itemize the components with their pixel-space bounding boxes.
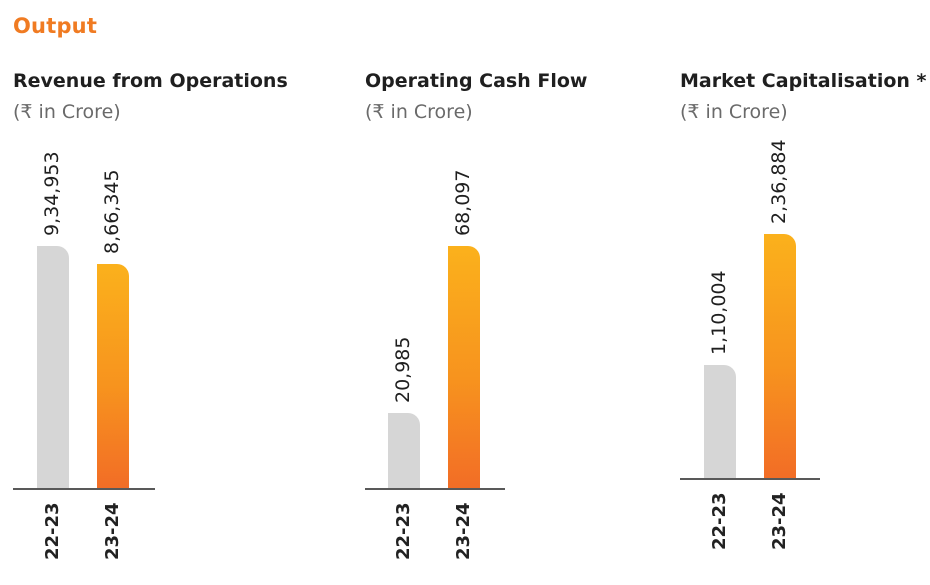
chart-2-bar-23-24: [448, 246, 480, 488]
chart-1-tick-label-22-23: 22-23: [42, 502, 63, 560]
chart-2-axis-line: [365, 488, 505, 490]
chart-1-value-label-22-23: 9,34,953: [41, 151, 63, 236]
chart-1-title: Revenue from Operations: [13, 70, 288, 92]
chart-2-tick-label-23-24: 23-24: [453, 502, 474, 560]
chart-1-axis-line: [13, 488, 155, 490]
chart-2-title: Operating Cash Flow: [365, 70, 588, 92]
chart-2-value-label-22-23: 20,985: [392, 336, 414, 403]
chart-3-title: Market Capitalisation *: [680, 70, 927, 92]
section-title: Output: [13, 14, 98, 38]
chart-2-value-label-23-24: 68,097: [452, 169, 474, 236]
chart-1-tick-label-23-24: 23-24: [102, 502, 123, 560]
chart-2-unit: (₹ in Crore): [365, 101, 473, 123]
chart-1-bar-23-24: [97, 264, 129, 488]
chart-3-value-label-23-24: 2,36,884: [768, 139, 790, 224]
chart-1-unit: (₹ in Crore): [13, 101, 121, 123]
chart-2-bar-22-23: [388, 413, 420, 488]
chart-3-axis-line: [680, 478, 820, 480]
chart-2-tick-label-22-23: 22-23: [393, 502, 414, 560]
chart-3-bar-22-23: [704, 365, 736, 478]
chart-3-unit: (₹ in Crore): [680, 101, 788, 123]
chart-3-value-label-22-23: 1,10,004: [708, 270, 730, 355]
chart-3-bar-23-24: [764, 234, 796, 478]
chart-3-tick-label-22-23: 22-23: [709, 492, 730, 550]
chart-1-value-label-23-24: 8,66,345: [101, 169, 123, 254]
chart-3-tick-label-23-24: 23-24: [769, 492, 790, 550]
chart-1-bar-22-23: [37, 246, 69, 488]
